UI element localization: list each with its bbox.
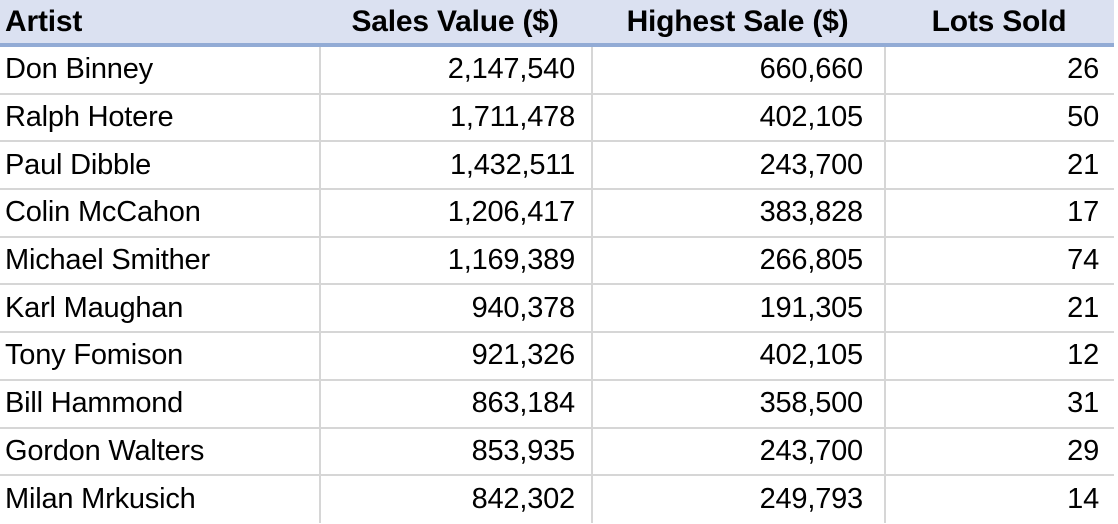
cell-lots-sold: 21 <box>884 285 1114 332</box>
table-row: Paul Dibble 1,432,511 243,700 21 <box>0 142 1114 191</box>
cell-artist-name: Michael Smither <box>5 244 210 277</box>
cell-highest-sale: 249,793 <box>591 476 884 524</box>
cell-highest-sale: 266,805 <box>591 237 884 284</box>
cell-artist-name: Milan Mrkusich <box>5 483 196 516</box>
cell-lots-sold: 12 <box>884 333 1114 379</box>
cell-highest-sale: 243,700 <box>591 428 884 475</box>
cell-artist-name: Bill Hammond <box>5 387 184 420</box>
table-row: Don Binney 2,147,540 660,660 26 <box>0 47 1114 95</box>
cell-highest-sale: 402,105 <box>591 333 884 379</box>
table-body: Don Binney 2,147,540 660,660 26 Ralph Ho… <box>0 47 1114 524</box>
cell-highest-sale: 358,500 <box>591 380 884 427</box>
cell-highest-sale: 402,105 <box>591 94 884 141</box>
table-header-row: Artist Sales Value ($) Highest Sale ($) … <box>0 0 1114 47</box>
cell-lots-sold: 26 <box>884 47 1114 93</box>
table-row: Gordon Walters 853,935 243,700 29 <box>0 428 1114 477</box>
cell-sales-value: 1,711,478 <box>319 94 591 141</box>
cell-lots-sold: 31 <box>884 380 1114 427</box>
table-row: Karl Maughan 940,378 191,305 21 <box>0 285 1114 334</box>
cell-highest-sale: 383,828 <box>591 190 884 236</box>
table-row: Michael Smither 1,169,389 266,805 74 <box>0 237 1114 286</box>
cell-artist-name: Karl Maughan <box>5 291 184 324</box>
column-header-artist: Artist <box>5 4 83 38</box>
cell-artist-name: Gordon Walters <box>5 434 205 467</box>
cell-artist-name: Paul Dibble <box>5 148 152 181</box>
cell-highest-sale: 191,305 <box>591 285 884 332</box>
table-row: Bill Hammond 863,184 358,500 31 <box>0 380 1114 429</box>
table-row: Colin McCahon 1,206,417 383,828 17 <box>0 190 1114 238</box>
cell-sales-value: 2,147,540 <box>319 47 591 93</box>
cell-lots-sold: 50 <box>884 94 1114 141</box>
cell-sales-value: 940,378 <box>319 285 591 332</box>
cell-artist-name: Ralph Hotere <box>5 101 174 134</box>
table-row: Tony Fomison 921,326 402,105 12 <box>0 333 1114 381</box>
cell-sales-value: 853,935 <box>319 428 591 475</box>
cell-lots-sold: 29 <box>884 428 1114 475</box>
cell-sales-value: 863,184 <box>319 380 591 427</box>
cell-lots-sold: 17 <box>884 190 1114 236</box>
column-header-lots-sold: Lots Sold <box>931 4 1067 38</box>
cell-artist-name: Colin McCahon <box>5 196 201 229</box>
column-header-sales-value: Sales Value ($) <box>351 4 559 38</box>
column-header-highest-sale: Highest Sale ($) <box>626 4 849 38</box>
cell-lots-sold: 14 <box>884 476 1114 524</box>
cell-artist-name: Tony Fomison <box>5 339 184 372</box>
cell-artist-name: Don Binney <box>5 53 153 86</box>
cell-sales-value: 921,326 <box>319 333 591 379</box>
cell-sales-value: 842,302 <box>319 476 591 524</box>
cell-highest-sale: 660,660 <box>591 47 884 93</box>
cell-lots-sold: 21 <box>884 142 1114 189</box>
cell-sales-value: 1,432,511 <box>319 142 591 189</box>
table-row: Ralph Hotere 1,711,478 402,105 50 <box>0 94 1114 143</box>
table-row: Milan Mrkusich 842,302 249,793 14 <box>0 476 1114 524</box>
cell-highest-sale: 243,700 <box>591 142 884 189</box>
cell-sales-value: 1,206,417 <box>319 190 591 236</box>
cell-lots-sold: 74 <box>884 237 1114 284</box>
cell-sales-value: 1,169,389 <box>319 237 591 284</box>
